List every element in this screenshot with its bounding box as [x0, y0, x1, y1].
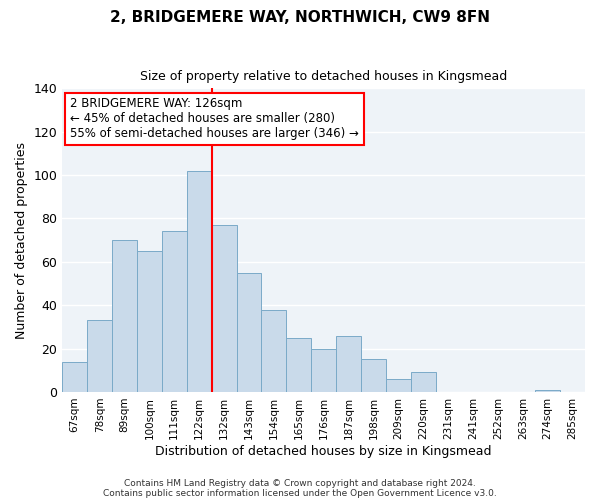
Bar — [112, 240, 137, 392]
Bar — [137, 251, 162, 392]
Bar — [62, 362, 87, 392]
X-axis label: Distribution of detached houses by size in Kingsmead: Distribution of detached houses by size … — [155, 444, 492, 458]
Bar — [411, 372, 436, 392]
Bar — [212, 225, 236, 392]
Bar — [311, 348, 336, 392]
Bar — [286, 338, 311, 392]
Text: 2, BRIDGEMERE WAY, NORTHWICH, CW9 8FN: 2, BRIDGEMERE WAY, NORTHWICH, CW9 8FN — [110, 10, 490, 25]
Bar — [336, 336, 361, 392]
Bar — [535, 390, 560, 392]
Title: Size of property relative to detached houses in Kingsmead: Size of property relative to detached ho… — [140, 70, 507, 83]
Bar — [386, 379, 411, 392]
Bar — [236, 272, 262, 392]
Bar — [187, 170, 212, 392]
Text: Contains public sector information licensed under the Open Government Licence v3: Contains public sector information licen… — [103, 488, 497, 498]
Bar — [361, 360, 386, 392]
Text: Contains HM Land Registry data © Crown copyright and database right 2024.: Contains HM Land Registry data © Crown c… — [124, 478, 476, 488]
Bar — [262, 310, 286, 392]
Bar — [162, 232, 187, 392]
Bar — [87, 320, 112, 392]
Y-axis label: Number of detached properties: Number of detached properties — [15, 142, 28, 338]
Text: 2 BRIDGEMERE WAY: 126sqm
← 45% of detached houses are smaller (280)
55% of semi-: 2 BRIDGEMERE WAY: 126sqm ← 45% of detach… — [70, 98, 359, 140]
